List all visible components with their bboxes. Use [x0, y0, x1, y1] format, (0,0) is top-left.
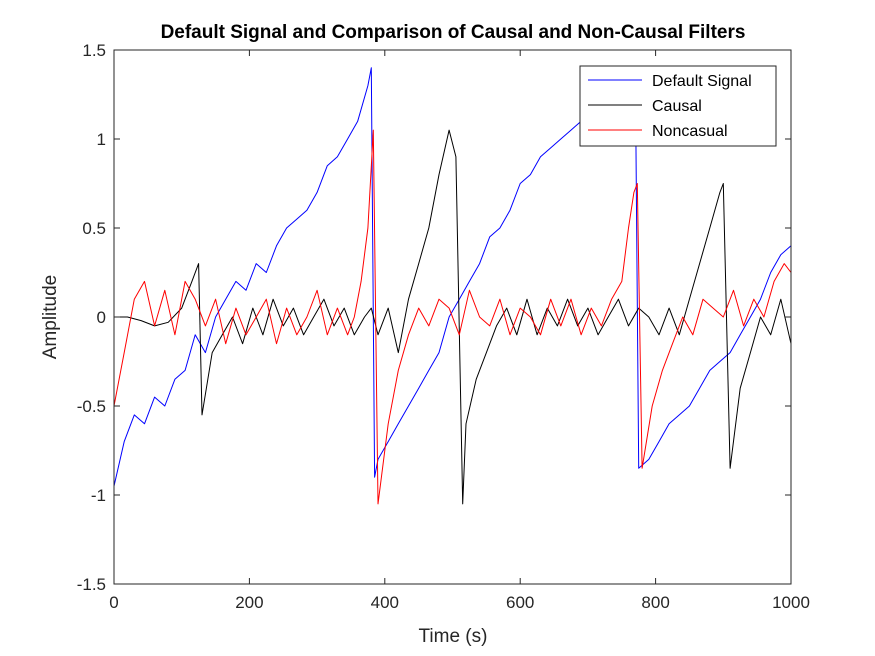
x-tick-label: 400 — [371, 593, 399, 612]
x-tick-label: 800 — [641, 593, 669, 612]
y-tick-label: -1 — [91, 486, 106, 505]
series-line-noncasual — [113, 129, 792, 505]
legend-box — [579, 65, 777, 147]
x-tick-label: 600 — [506, 593, 534, 612]
chart-title: Default Signal and Comparison of Causal … — [161, 22, 746, 43]
series-line-default-signal — [113, 67, 792, 487]
legend-label-causal: Causal — [652, 98, 702, 115]
ticks-layer: 0 200 400 600 800 1000 -1.5 -1 -0.5 0 0.5 1 1.5 — [77, 41, 810, 612]
y-axis-label: Amplitude — [40, 275, 61, 360]
legend-label-default-signal: Default Signal — [652, 73, 752, 90]
legend: Default Signal Causal Noncasual — [579, 65, 777, 147]
series-line-causal — [114, 129, 792, 505]
x-axis-label: Time (s) — [419, 626, 488, 647]
y-tick-label: -0.5 — [77, 397, 106, 416]
x-tick-label: 200 — [235, 593, 263, 612]
y-tick-label: -1.5 — [77, 575, 106, 594]
y-tick-label: 0.5 — [82, 219, 106, 238]
y-tick-label: 1 — [97, 130, 106, 149]
legend-label-noncasual: Noncasual — [652, 123, 728, 140]
y-tick-label: 1.5 — [82, 41, 106, 60]
x-tick-label: 0 — [109, 593, 118, 612]
series-layer — [113, 67, 792, 505]
y-tick-label: 0 — [97, 308, 106, 327]
x-tick-label: 1000 — [772, 593, 810, 612]
